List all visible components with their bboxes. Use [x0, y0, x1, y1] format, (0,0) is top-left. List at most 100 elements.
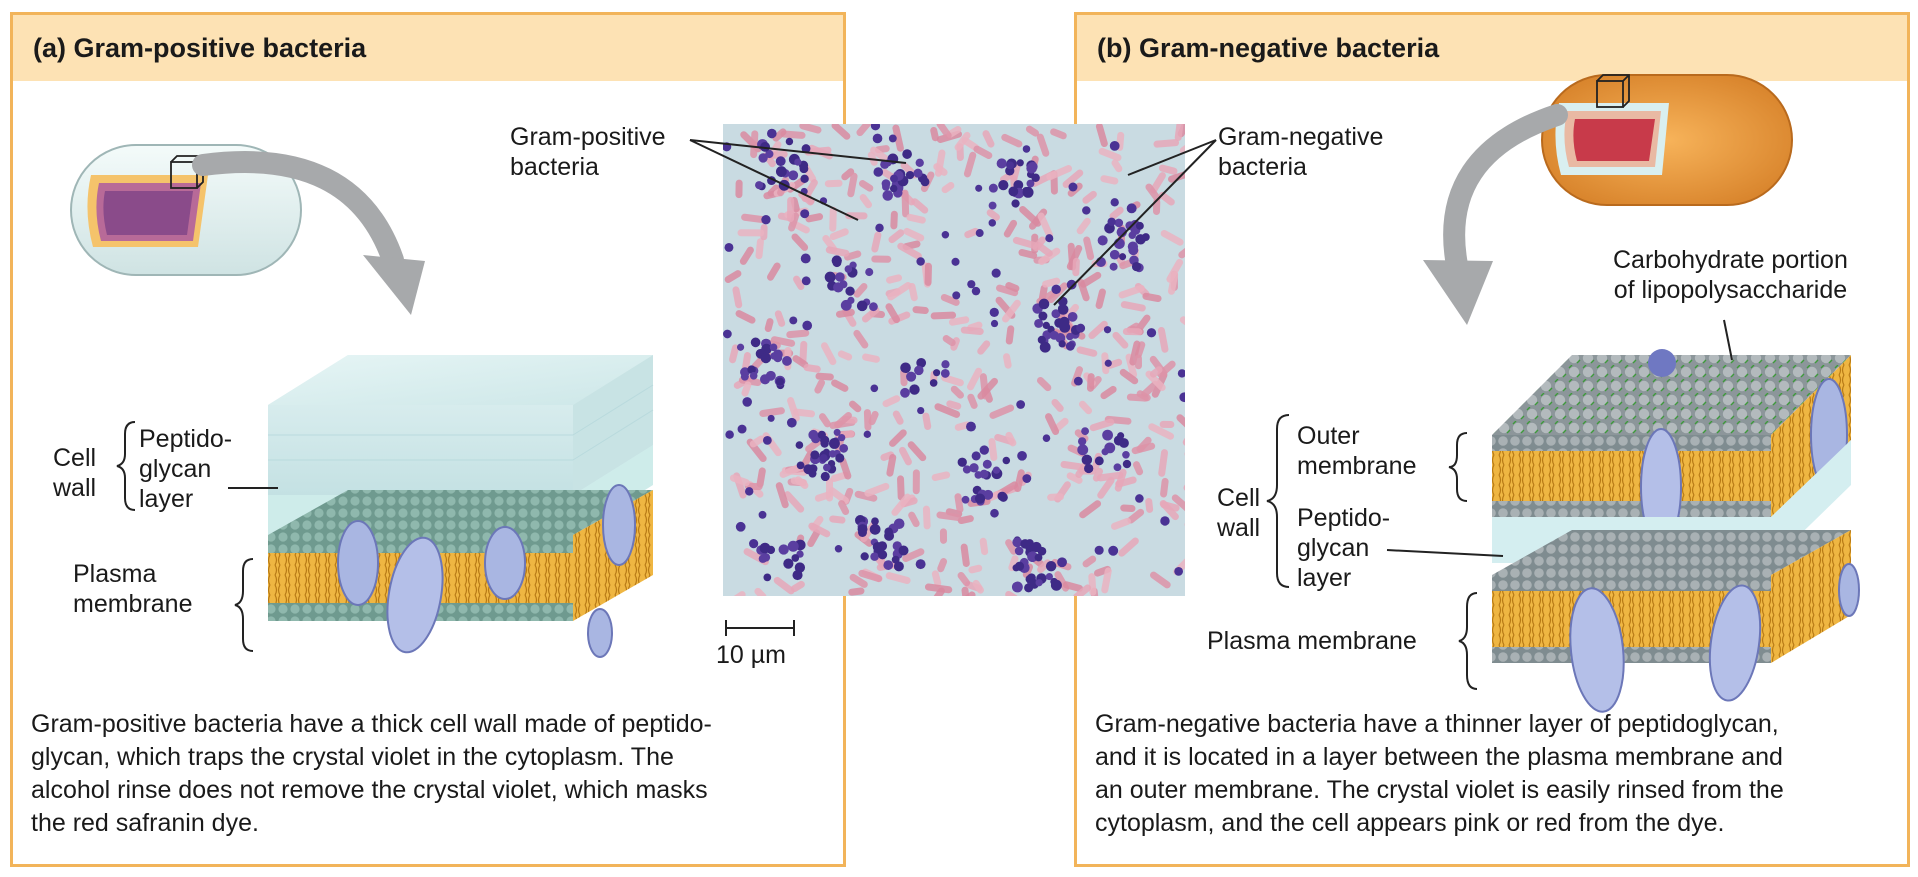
coccus-cell: [884, 159, 892, 167]
coccus-cell: [749, 539, 759, 549]
bacterium-cell-icon: [70, 144, 302, 276]
rod-cell: [1134, 354, 1142, 370]
coccus-cell: [1146, 328, 1157, 338]
rod-cell: [936, 511, 962, 521]
rod-cell: [1088, 573, 1097, 596]
rod-cell: [972, 579, 984, 594]
rod-cell: [940, 294, 960, 306]
rod-cell: [864, 482, 890, 497]
coccus-cell: [1014, 561, 1025, 571]
coccus-cell: [890, 174, 898, 183]
coccus-cell: [1065, 341, 1075, 351]
coccus-cell: [856, 300, 868, 312]
coccus-cell: [1059, 321, 1071, 333]
rod-cell: [902, 548, 925, 562]
rod-cell: [792, 355, 809, 369]
coccus-cell: [1068, 182, 1078, 192]
coccus-cell: [865, 268, 874, 277]
gram-negative-bacteria-label: Gram-negative bacteria: [1218, 123, 1384, 181]
rod-cell: [1072, 257, 1080, 277]
coccus-cell: [900, 387, 910, 398]
rod-cell: [886, 274, 903, 284]
rod-cell: [964, 227, 980, 239]
coccus-cell: [1077, 444, 1089, 456]
rod-cell: [1106, 358, 1123, 369]
coccus-cell: [1101, 448, 1109, 456]
rod-cell: [1176, 414, 1185, 429]
coccus-cell: [914, 365, 924, 376]
coccus-cell: [759, 542, 771, 554]
coccus-cell: [1179, 392, 1185, 403]
gram-positive-bacteria-label: Gram-positive bacteria: [510, 123, 666, 181]
coccus-cell: [860, 552, 869, 561]
rod-cell: [829, 228, 849, 241]
coccus-cell: [723, 329, 732, 339]
coccus-cell: [1011, 199, 1020, 208]
rod-cell: [1060, 460, 1083, 471]
coccus-cell: [1160, 516, 1170, 526]
rod-cell: [979, 537, 989, 556]
coccus-cell: [1081, 427, 1090, 436]
coccus-cell: [1058, 304, 1069, 315]
coccus-cell: [1066, 279, 1077, 290]
coccus-cell: [820, 435, 830, 445]
rod-cell: [977, 340, 991, 355]
coccus-cell: [792, 570, 803, 581]
rod-cell: [1114, 468, 1127, 492]
coccus-cell: [881, 179, 891, 188]
rod-cell: [780, 130, 806, 139]
rod-cell: [1082, 555, 1097, 568]
coccus-cell: [1014, 546, 1024, 556]
coccus-cell: [810, 450, 820, 460]
coccus-cell: [913, 168, 923, 178]
coccus-cell: [1042, 434, 1051, 442]
rod-cell: [897, 475, 905, 501]
coccus-cell: [786, 417, 797, 428]
rod-cell: [901, 189, 910, 218]
gram-positive-caption: Gram-positive bacteria have a thick cell…: [31, 710, 712, 837]
coccus-cell: [1135, 221, 1144, 230]
rod-cell: [729, 344, 739, 364]
rod-cell: [1088, 320, 1108, 340]
coccus-cell: [844, 265, 853, 273]
coccus-cell: [823, 463, 831, 472]
rod-cell: [863, 409, 872, 431]
coccus-cell: [1107, 217, 1116, 226]
rod-cell: [922, 505, 931, 530]
coccus-cell: [940, 368, 950, 378]
coccus-cell: [988, 183, 998, 193]
coccus-cell: [760, 141, 771, 152]
rod-cell: [1003, 353, 1012, 369]
coccus-cell: [795, 441, 804, 449]
coccus-cell: [1108, 545, 1119, 556]
coccus-cell: [1081, 454, 1093, 466]
rod-cell: [790, 477, 808, 487]
coccus-cell: [967, 280, 976, 289]
rod-cell: [1131, 442, 1156, 455]
rod-cell: [732, 591, 746, 596]
coccus-cell: [1045, 573, 1053, 581]
coccus-cell: [917, 406, 925, 415]
rod-cell: [790, 580, 805, 593]
coccus-cell: [740, 372, 749, 381]
coccus-cell: [996, 158, 1007, 169]
rod-cell: [1079, 500, 1102, 519]
outer-membrane-label: Outer membrane: [1297, 422, 1417, 480]
coccus-cell: [1034, 553, 1043, 562]
rod-cell: [1118, 537, 1139, 557]
coccus-cell: [834, 545, 843, 553]
coccus-cell: [800, 253, 811, 264]
rod-cell: [924, 583, 953, 594]
rod-cell: [1097, 476, 1115, 499]
coccus-cell: [1006, 161, 1014, 170]
rod-cell: [1157, 326, 1169, 353]
coccus-cell: [1076, 323, 1086, 333]
rod-cell: [735, 310, 756, 324]
plasma-membrane-label: Plasma membrane: [1207, 627, 1417, 655]
coccus-cell: [1017, 450, 1027, 461]
peptidoglycan-label: Peptido- glycan layer: [1297, 504, 1391, 592]
coccus-cell: [1002, 456, 1011, 465]
coccus-cell: [1113, 238, 1125, 249]
coccus-cell: [1038, 298, 1050, 310]
coccus-cell: [1031, 173, 1040, 183]
